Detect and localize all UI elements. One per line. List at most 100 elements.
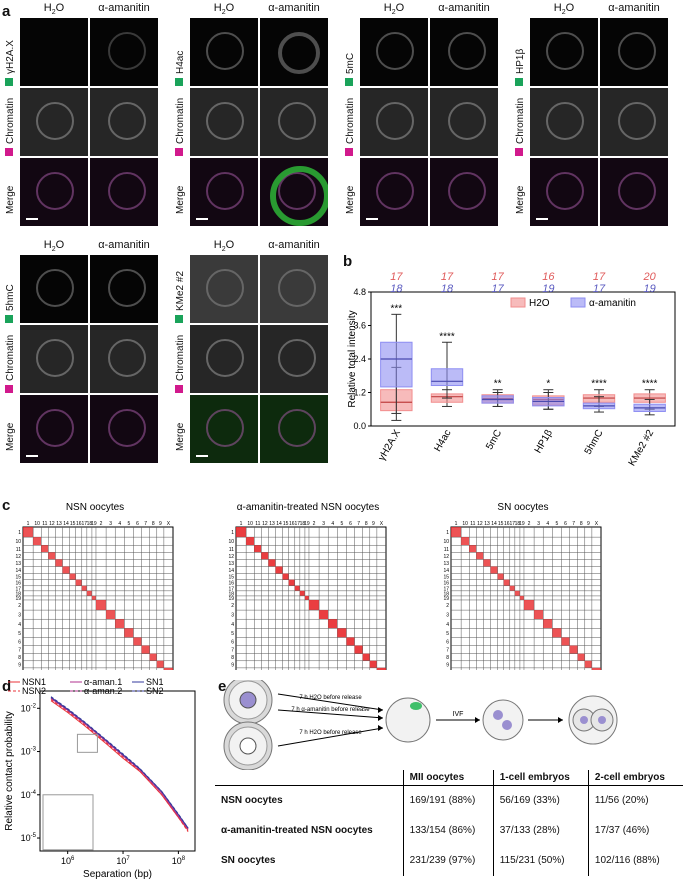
chromosome-label-y: 5 bbox=[446, 631, 449, 637]
chromosome-label-x: 8 bbox=[365, 521, 368, 527]
heatmap-diagonal-block bbox=[294, 585, 300, 591]
table-cell: 133/154 (86%) bbox=[402, 815, 494, 846]
heatmap-diagonal-block bbox=[451, 527, 462, 538]
y-tick-label: 4.8 bbox=[353, 287, 366, 297]
pronucleus bbox=[502, 720, 512, 730]
chromosome-label-x: 5 bbox=[128, 521, 131, 527]
nucleus-ring bbox=[618, 102, 656, 140]
y-tick-label: 10-4 bbox=[21, 790, 37, 800]
marker-image bbox=[600, 18, 668, 86]
chromosome-label-x: 3 bbox=[322, 521, 325, 527]
chromosome-label-y: 14 bbox=[443, 568, 449, 574]
column-header-amanitin: α-amanitin bbox=[98, 2, 150, 14]
heatmap-diagonal-block bbox=[141, 645, 150, 654]
zoom-region bbox=[76, 733, 98, 753]
chromosome-label-x: 11 bbox=[42, 521, 47, 527]
chromosome-label-x: 5 bbox=[341, 521, 344, 527]
green-marker-swatch bbox=[345, 78, 353, 86]
chromosome-label-y: 5 bbox=[18, 631, 21, 637]
chromosome-label-x: 10 bbox=[34, 521, 40, 527]
chromosome-label-y: 7 bbox=[231, 648, 234, 654]
merge-row-label: Merge bbox=[175, 422, 186, 451]
table-header-row: MII oocytes 1-cell embryos 2-cell embryo… bbox=[215, 770, 683, 786]
embryo-development-table: MII oocytes 1-cell embryos 2-cell embryo… bbox=[215, 770, 683, 876]
green-signal bbox=[270, 166, 328, 226]
green-marker-swatch bbox=[175, 315, 183, 323]
arrow-head bbox=[378, 725, 383, 731]
heatmap-diagonal-block bbox=[156, 660, 164, 668]
contact-heatmaps: NSN oocytes11101011111212131314141515161… bbox=[15, 502, 602, 670]
heatmap-diagonal-block bbox=[41, 545, 49, 553]
nucleus bbox=[598, 716, 606, 724]
x-tick-label: 5hmC bbox=[583, 428, 606, 457]
heatmap-diagonal-block bbox=[275, 566, 283, 574]
chromosome-label-x: 4 bbox=[118, 521, 121, 527]
heatmap-diagonal-block bbox=[523, 599, 535, 611]
chromosome-label-x: 19 bbox=[519, 521, 525, 527]
heatmap-diagonal-block bbox=[299, 590, 305, 596]
pronucleus bbox=[493, 710, 503, 720]
chromosome-label-y: 8 bbox=[446, 655, 449, 661]
chromatin-row-label: Chromatin bbox=[5, 334, 16, 381]
chromatin-image bbox=[190, 325, 258, 393]
series-line bbox=[50, 697, 189, 830]
legend-label: α-aman.1 bbox=[84, 677, 122, 687]
chromosome-label-y: 15 bbox=[15, 575, 21, 581]
chromosome-label-x: 18 bbox=[87, 521, 93, 527]
n-count-h2o: 17 bbox=[492, 271, 505, 283]
chromosome-label-x: 15 bbox=[498, 521, 504, 527]
marker-row-label: 5mC bbox=[345, 52, 356, 74]
marker-row-label: H4ac bbox=[175, 50, 186, 74]
column-header-amanitin: α-amanitin bbox=[268, 239, 320, 251]
chromosome-label-x: X bbox=[167, 521, 171, 527]
heatmap-diagonal-block bbox=[254, 545, 262, 553]
nucleus-ring bbox=[448, 102, 486, 140]
column-header-h2o: H2O bbox=[213, 239, 235, 254]
legend-swatch-amanitin bbox=[570, 297, 586, 308]
significance-marker: * bbox=[546, 379, 550, 390]
column-header-h2o: H2O bbox=[43, 2, 65, 17]
table-row: NSN oocytes 169/191 (88%) 56/169 (33%) 1… bbox=[215, 785, 683, 816]
heatmap-diagonal-block bbox=[62, 566, 70, 574]
column-header-amanitin: α-amanitin bbox=[98, 239, 150, 251]
heatmap-diagonal-block bbox=[48, 552, 56, 560]
scale-bar bbox=[536, 218, 548, 220]
heatmap-title: SN oocytes bbox=[497, 502, 548, 513]
chromosome-label-y: 7 bbox=[446, 648, 449, 654]
heatmap-diagonal-block bbox=[497, 573, 504, 580]
sn-oocyte-nucleus bbox=[239, 737, 257, 755]
chromosome-label-y: 12 bbox=[15, 554, 21, 560]
chromatin-row-label: Chromatin bbox=[175, 97, 186, 144]
arrow-head bbox=[558, 717, 563, 723]
chromosome-label-x: 11 bbox=[255, 521, 260, 527]
significance-marker: ** bbox=[494, 379, 502, 390]
chromosome-label-y: 2 bbox=[446, 603, 449, 609]
arrow-label: 7 h α-amanitin before release bbox=[291, 707, 370, 713]
legend-label: SN1 bbox=[146, 677, 164, 687]
table-cell: 56/169 (33%) bbox=[492, 785, 589, 816]
table-cell: 37/133 (28%) bbox=[492, 815, 589, 846]
nucleus-ring bbox=[206, 269, 244, 307]
heatmap-diagonal-block bbox=[308, 599, 320, 611]
panel-e-label: e bbox=[218, 678, 227, 695]
nucleus-ring bbox=[448, 172, 486, 210]
chromosome-label-y: 15 bbox=[228, 575, 234, 581]
x-tick-label: 5mC bbox=[484, 428, 504, 452]
merge-image bbox=[530, 158, 598, 226]
marker-row-label: KMe2 #2 bbox=[175, 270, 186, 311]
chromosome-label-y: 16 bbox=[443, 581, 449, 587]
nucleus-ring bbox=[376, 32, 414, 70]
merge-image bbox=[20, 158, 88, 226]
heatmap-diagonal-block bbox=[376, 667, 386, 670]
nucleus-ring bbox=[206, 102, 244, 140]
heatmap-diagonal-block bbox=[282, 573, 289, 580]
table-header: MII oocytes bbox=[402, 770, 494, 786]
chromosome-label-x: 15 bbox=[70, 521, 76, 527]
heatmap-diagonal-block bbox=[69, 573, 76, 580]
marker-row-label: 5hmC bbox=[5, 284, 16, 311]
series-line bbox=[50, 699, 189, 832]
nucleus-ring bbox=[448, 32, 486, 70]
chromosome-label-y: 1 bbox=[18, 530, 21, 536]
chromosome-label-x: 13 bbox=[484, 521, 490, 527]
chromosome-label-y: 13 bbox=[443, 561, 449, 567]
